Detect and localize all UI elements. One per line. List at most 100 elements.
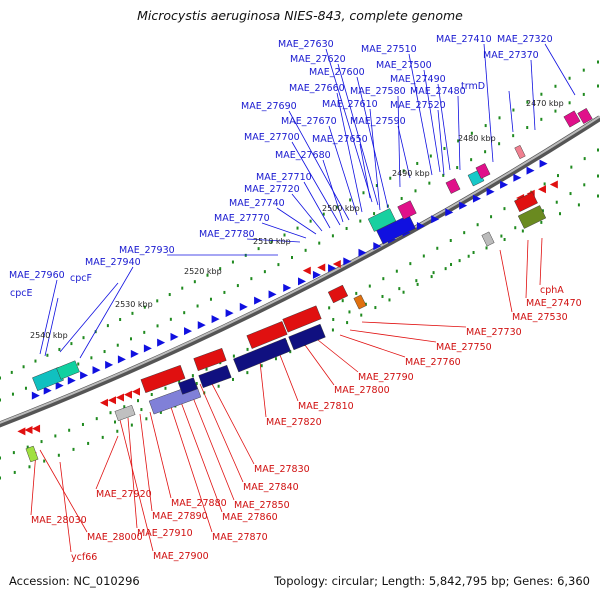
gene-label: MAE_27870 [212, 532, 268, 543]
tick-dot [526, 100, 529, 104]
forward-gene-arrow [500, 180, 509, 189]
tick-dot [568, 76, 571, 80]
reverse-gene-arrow [116, 393, 124, 402]
leader-line [39, 279, 58, 355]
tick-dot [556, 174, 559, 178]
tick-dot [458, 259, 461, 263]
tick-dot [114, 420, 116, 424]
leader-line [437, 83, 451, 171]
tick-dot [277, 263, 280, 267]
tick-dot [485, 246, 488, 250]
tick-dot [106, 324, 109, 328]
tick-dot [270, 240, 273, 244]
reverse-gene-block [178, 377, 198, 395]
leader-line [359, 143, 371, 199]
tick-dot [54, 434, 57, 438]
tick-dot [10, 370, 13, 374]
gene-features [17, 108, 593, 463]
gene-label: MAE_27910 [137, 528, 193, 539]
leader-line [189, 389, 235, 501]
reverse-gene-arrow [317, 263, 326, 272]
reverse-gene-block [114, 404, 136, 422]
gene-label: MAE_27320 [497, 34, 553, 45]
forward-gene-arrow [297, 277, 306, 286]
tick-dot [554, 109, 557, 113]
gene-label: MAE_27830 [254, 464, 310, 475]
tick-dot [416, 282, 419, 286]
forward-gene-arrow [184, 327, 193, 336]
forward-gene-arrow [268, 290, 277, 299]
tick-dot [470, 158, 473, 162]
gene-label: MAE_27620 [290, 54, 346, 65]
forward-gene-block [577, 108, 593, 124]
leader-line [483, 43, 494, 163]
tick-dot [318, 241, 321, 245]
tick-dot [568, 101, 571, 105]
tick-dot [428, 181, 431, 185]
gene-label: MAE_27500 [376, 60, 432, 71]
tick-dot [12, 451, 15, 455]
tick-dot [116, 429, 119, 433]
tick-dot [331, 328, 334, 332]
gene-label: cpcE [10, 288, 32, 299]
forward-gene-arrow [472, 194, 481, 203]
gene-label: MAE_27530 [512, 312, 568, 323]
tick-dot [583, 183, 586, 187]
forward-gene-block [56, 360, 80, 380]
forward-gene-block [475, 163, 491, 179]
gene-label: MAE_27750 [436, 342, 492, 353]
tick-dot [140, 408, 143, 412]
tick-dot [101, 435, 104, 439]
tick-dot [526, 126, 529, 130]
reverse-gene-block [481, 231, 495, 247]
gene-label: MAE_27730 [466, 327, 522, 338]
tick-dot [414, 189, 417, 193]
tick-dot [109, 411, 112, 415]
backbone-arc [0, 115, 600, 428]
tick-dot [183, 311, 186, 315]
tick-dot [442, 173, 445, 177]
reverse-gene-block [198, 365, 232, 388]
tick-dot [283, 233, 286, 237]
tick-dot [559, 212, 562, 216]
gene-label: MAE_27660 [289, 83, 345, 94]
tick-dot [415, 279, 418, 283]
tick-dot [70, 342, 73, 346]
tick-dot [22, 365, 25, 369]
tick-dot [263, 270, 266, 274]
gene-label: MAE_27800 [334, 385, 390, 396]
tick-dot [291, 256, 293, 259]
leader-line [339, 334, 406, 358]
backbone-highlight [0, 115, 600, 424]
tick-dot [57, 453, 60, 457]
tick-dot [81, 422, 84, 426]
tick-dot [470, 131, 473, 135]
position-label: 2500 kbp [322, 204, 360, 213]
tick-dot [429, 154, 432, 158]
forward-gene-arrow [130, 349, 139, 358]
gene-label: MAE_28000 [87, 532, 143, 543]
forward-gene-arrow [239, 302, 248, 311]
gene-label: MAE_27880 [171, 498, 227, 509]
gene-label: ycf66 [71, 552, 97, 563]
tick-dot [443, 146, 446, 150]
leader-line [288, 110, 350, 221]
tick-dot [416, 161, 419, 165]
gene-labels: MAE_27630 MAE_27620 MAE_27600 MAE_27660 MAE_… [9, 34, 582, 563]
reverse-gene-block [140, 364, 186, 394]
leader-line [317, 339, 359, 373]
reverse-gene-block [514, 191, 538, 213]
tick-dot [195, 382, 198, 386]
tick-dot [274, 357, 277, 361]
tick-dot [398, 287, 401, 291]
tick-dot [554, 84, 557, 88]
gene-label: MAE_27650 [312, 134, 368, 145]
tick-dot [40, 440, 43, 444]
tick-dot [503, 207, 506, 211]
tick-dot [409, 262, 412, 266]
tick-dot [450, 262, 453, 266]
reverse-gene-block [517, 205, 547, 229]
forward-gene-arrow [31, 391, 40, 400]
position-label: 2470 kbp [526, 99, 564, 108]
tick-dot [90, 356, 93, 360]
